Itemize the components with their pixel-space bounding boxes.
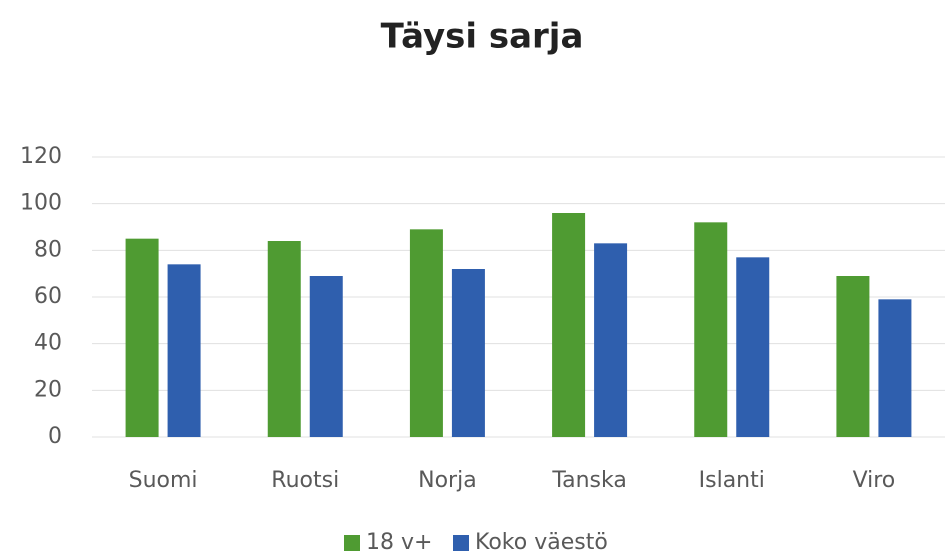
y-tick-label: 0 [48,424,62,449]
legend-label: 18 v+ [366,530,432,555]
y-tick-label: 20 [34,377,62,402]
bar [836,276,870,437]
y-tick-label: 40 [34,331,62,356]
x-tick-label: Ruotsi [271,468,339,493]
bar [694,222,728,437]
legend-label: Koko väestö [475,530,608,555]
x-tick-label: Suomi [129,468,198,493]
bar [878,299,912,437]
x-tick-label: Islanti [699,468,765,493]
bar [451,269,485,437]
bar [594,243,628,437]
bar [309,276,343,437]
legend-swatch [344,535,360,551]
y-tick-label: 60 [34,284,62,309]
legend-swatch [453,535,469,551]
x-tick-label: Tanska [551,468,627,493]
y-tick-label: 100 [20,191,62,216]
y-tick-label: 80 [34,237,62,262]
bar [267,241,301,437]
bar [125,238,159,437]
x-tick-label: Viro [853,468,896,493]
bar [552,213,586,437]
bar [736,257,770,437]
bar [167,264,201,437]
y-tick-label: 120 [20,144,62,169]
x-tick-label: Norja [418,468,477,493]
bar [409,229,443,437]
chart-title: Täysi sarja [381,17,584,57]
